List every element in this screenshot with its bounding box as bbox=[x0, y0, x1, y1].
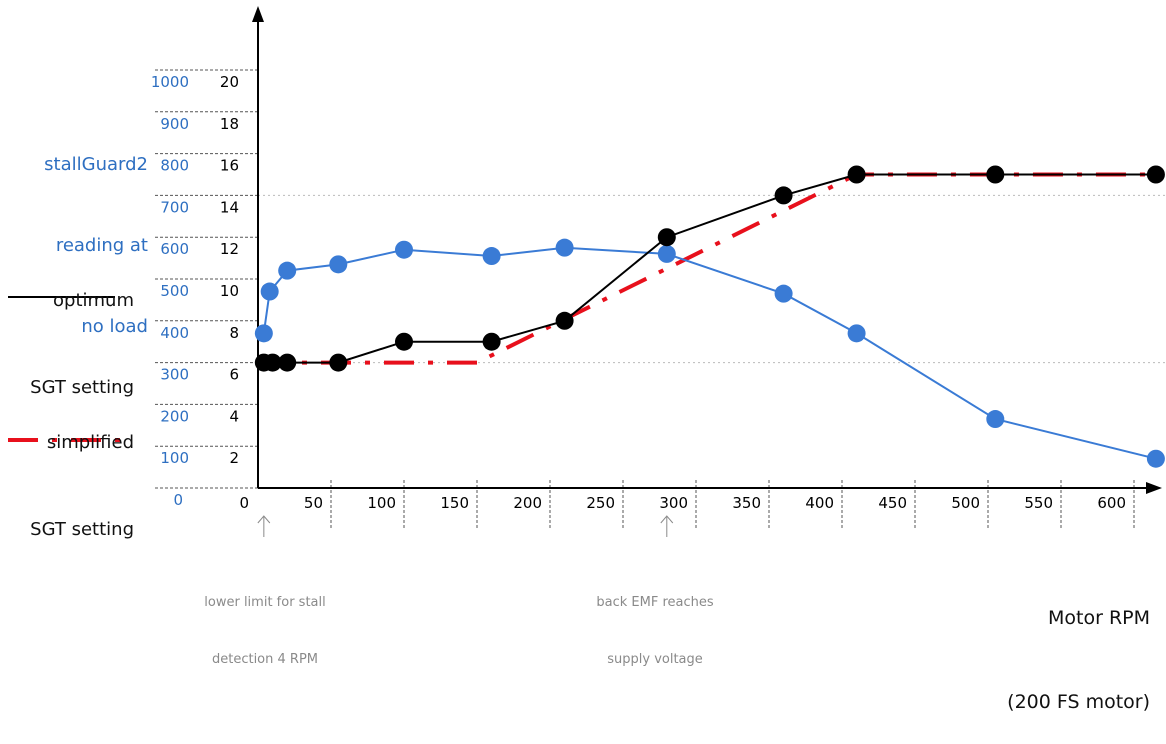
series-line-2 bbox=[258, 172, 1156, 365]
x-tick-label: 150 bbox=[440, 494, 469, 512]
y-left-tick-label: 700 bbox=[160, 198, 189, 216]
series-point-0 bbox=[847, 324, 866, 343]
y-right-tick-label: 4 bbox=[229, 407, 239, 425]
legend-optimum-line-1: optimum bbox=[53, 290, 134, 311]
grid-lines bbox=[155, 69, 1166, 530]
y-right-tick-label: 10 bbox=[220, 282, 239, 300]
x-tick-label: 300 bbox=[659, 494, 688, 512]
y-left-tick-label: 1000 bbox=[151, 73, 189, 91]
legend-optimum-label: optimum SGT setting bbox=[0, 228, 134, 431]
legend-simplified-line-1: simplified bbox=[46, 432, 134, 453]
series-point-1 bbox=[482, 332, 501, 351]
x-tick-label: 550 bbox=[1024, 494, 1053, 512]
series-point-0 bbox=[657, 244, 676, 263]
x-axis-arrow bbox=[1146, 482, 1162, 494]
annotation-stall-line-2: detection 4 RPM bbox=[211, 652, 319, 667]
annotation-back-emf: back EMF reaches supply voltage bbox=[555, 555, 755, 688]
x-tick-label: 100 bbox=[367, 494, 396, 512]
series-layer bbox=[254, 165, 1165, 468]
stall-arrow-head bbox=[257, 515, 271, 524]
series-point-1 bbox=[395, 332, 413, 351]
y-left-tick-label: 800 bbox=[160, 157, 189, 175]
x-tick-label: 500 bbox=[951, 494, 980, 512]
series-point-0 bbox=[260, 282, 279, 301]
y-left-tick-label: 500 bbox=[160, 282, 189, 300]
y-right-tick-label: 6 bbox=[229, 366, 239, 384]
annotation-stall-limit: lower limit for stall detection 4 RPM bbox=[165, 555, 365, 688]
x-tick-label: 0 bbox=[239, 494, 249, 512]
y-left-tick-label: 400 bbox=[160, 324, 189, 342]
series-point-0 bbox=[1146, 449, 1165, 468]
series-point-1 bbox=[657, 228, 676, 247]
legend-stallguard-label: stallGuard2 reading at no load bbox=[0, 97, 148, 367]
series-point-0 bbox=[395, 240, 413, 259]
series-line-0 bbox=[262, 246, 1157, 460]
series-point-0 bbox=[555, 238, 574, 257]
y-left-tick-label: 600 bbox=[160, 240, 189, 258]
legend-swatches bbox=[8, 296, 120, 442]
x-tick-label: 400 bbox=[805, 494, 834, 512]
x-tick-label: 600 bbox=[1097, 494, 1126, 512]
series-point-1 bbox=[1146, 165, 1165, 184]
x-tick-label: 350 bbox=[732, 494, 761, 512]
y-right-tick-label: 18 bbox=[220, 115, 239, 133]
series-point-0 bbox=[986, 410, 1005, 429]
y-right-tick-label: 8 bbox=[229, 324, 239, 342]
x-axis-title: Motor RPM (200 FS motor) bbox=[950, 548, 1150, 744]
series-point-1 bbox=[774, 186, 793, 205]
series-point-1 bbox=[986, 165, 1005, 184]
legend-optimum-line-2: SGT setting bbox=[30, 377, 134, 398]
series-point-1 bbox=[555, 311, 574, 330]
y-left-tick-label: 200 bbox=[160, 407, 189, 425]
y-left-tick-label: 900 bbox=[160, 115, 189, 133]
annotation-emf-line-2: supply voltage bbox=[607, 652, 703, 667]
legend-stallguard-line-1: stallGuard2 bbox=[44, 154, 148, 175]
y-right-tick-label: 2 bbox=[229, 449, 239, 467]
x-axis-title-line-1: Motor RPM bbox=[1048, 607, 1150, 629]
axes: 0100200300400500600700800900100024681012… bbox=[151, 6, 1162, 537]
series-point-1 bbox=[278, 353, 297, 372]
x-tick-label: 200 bbox=[513, 494, 542, 512]
emf-arrow-head bbox=[660, 515, 674, 524]
y-axis-arrow bbox=[252, 6, 264, 22]
series-point-1 bbox=[847, 165, 866, 184]
series-point-1 bbox=[329, 353, 348, 372]
legend-stallguard-line-3: no load bbox=[81, 316, 148, 337]
x-tick-label: 250 bbox=[586, 494, 615, 512]
series-point-0 bbox=[774, 284, 793, 303]
y-right-tick-label: 20 bbox=[220, 73, 239, 91]
x-axis-title-line-2: (200 FS motor) bbox=[1007, 691, 1150, 713]
y-left-tick-label: 0 bbox=[173, 491, 183, 509]
y-right-tick-label: 16 bbox=[220, 157, 239, 175]
y-left-tick-label: 300 bbox=[160, 366, 189, 384]
x-tick-label: 450 bbox=[878, 494, 907, 512]
y-right-tick-label: 14 bbox=[220, 198, 239, 216]
chart-plot: 0100200300400500600700800900100024681012… bbox=[8, 6, 1166, 537]
legend-simplified-label: simplified SGT setting bbox=[0, 370, 134, 573]
y-left-tick-label: 100 bbox=[160, 449, 189, 467]
series-point-1 bbox=[263, 353, 282, 372]
series-point-0 bbox=[278, 261, 297, 280]
legend-simplified-line-2: SGT setting bbox=[30, 519, 134, 540]
series-point-0 bbox=[329, 255, 348, 274]
y-right-tick-label: 12 bbox=[220, 240, 239, 258]
series-point-0 bbox=[482, 247, 501, 266]
x-tick-label: 50 bbox=[304, 494, 323, 512]
series-point-0 bbox=[254, 324, 273, 343]
legend-stallguard-line-2: reading at bbox=[55, 235, 148, 256]
